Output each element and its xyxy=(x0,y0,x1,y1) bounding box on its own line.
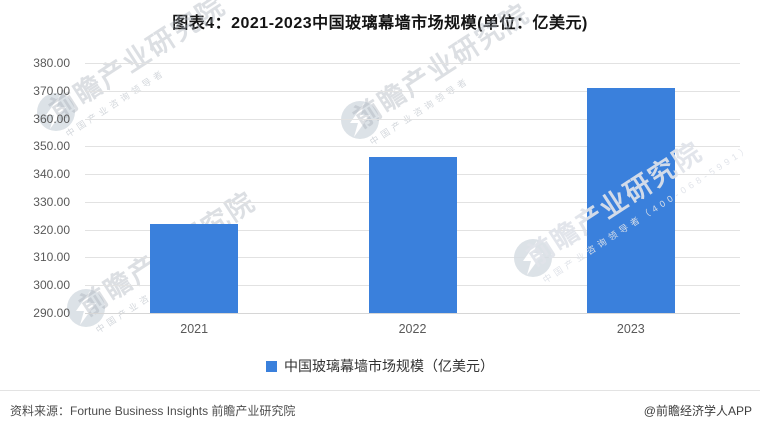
y-axis-tick-label: 370.00 xyxy=(33,83,70,98)
bar-2021 xyxy=(150,224,239,313)
gridline xyxy=(85,90,740,92)
legend-label: 中国玻璃幕墙市场规模（亿美元） xyxy=(284,358,494,374)
y-axis-tick-label: 300.00 xyxy=(33,278,70,293)
footer: 资料来源：Fortune Business Insights 前瞻产业研究院 @… xyxy=(0,390,760,419)
y-axis-tick-label: 290.00 xyxy=(33,306,70,320)
bar-2022 xyxy=(368,157,457,313)
credit-text: @前瞻经济学人APP xyxy=(643,404,752,418)
x-axis-label: 2023 xyxy=(616,322,645,336)
gridline xyxy=(85,313,740,314)
bar-2023 xyxy=(586,88,675,313)
y-axis-tick-label: 380.00 xyxy=(33,56,70,70)
legend-swatch xyxy=(266,360,277,372)
y-axis: 380.00 370.00 360.00 350.00 340.00 330.00 320.… xyxy=(0,56,70,320)
y-axis-tick-label: 350.00 xyxy=(33,139,70,154)
x-axis-label: 2021 xyxy=(180,322,209,336)
y-axis-tick-label: 360.00 xyxy=(33,111,70,126)
y-axis-tick-label: 340.00 xyxy=(33,167,70,182)
x-axis-label: 2022 xyxy=(398,322,427,336)
y-axis-tick-label: 330.00 xyxy=(33,194,70,209)
legend: 中国玻璃幕墙市场规模（亿美元） xyxy=(0,356,760,376)
source-text: 资料来源：Fortune Business Insights 前瞻产业研究院 xyxy=(10,404,296,418)
x-axis: 2021 2022 2023 xyxy=(85,322,740,340)
y-axis-tick-label: 310.00 xyxy=(33,250,70,265)
chart-title: 图表4：2021-2023中国玻璃幕墙市场规模(单位：亿美元) xyxy=(172,15,588,32)
gridline xyxy=(85,146,740,148)
y-axis-tick-label: 320.00 xyxy=(33,222,70,237)
gridline xyxy=(85,118,740,120)
plot-area xyxy=(85,63,740,314)
gridline xyxy=(85,63,740,64)
